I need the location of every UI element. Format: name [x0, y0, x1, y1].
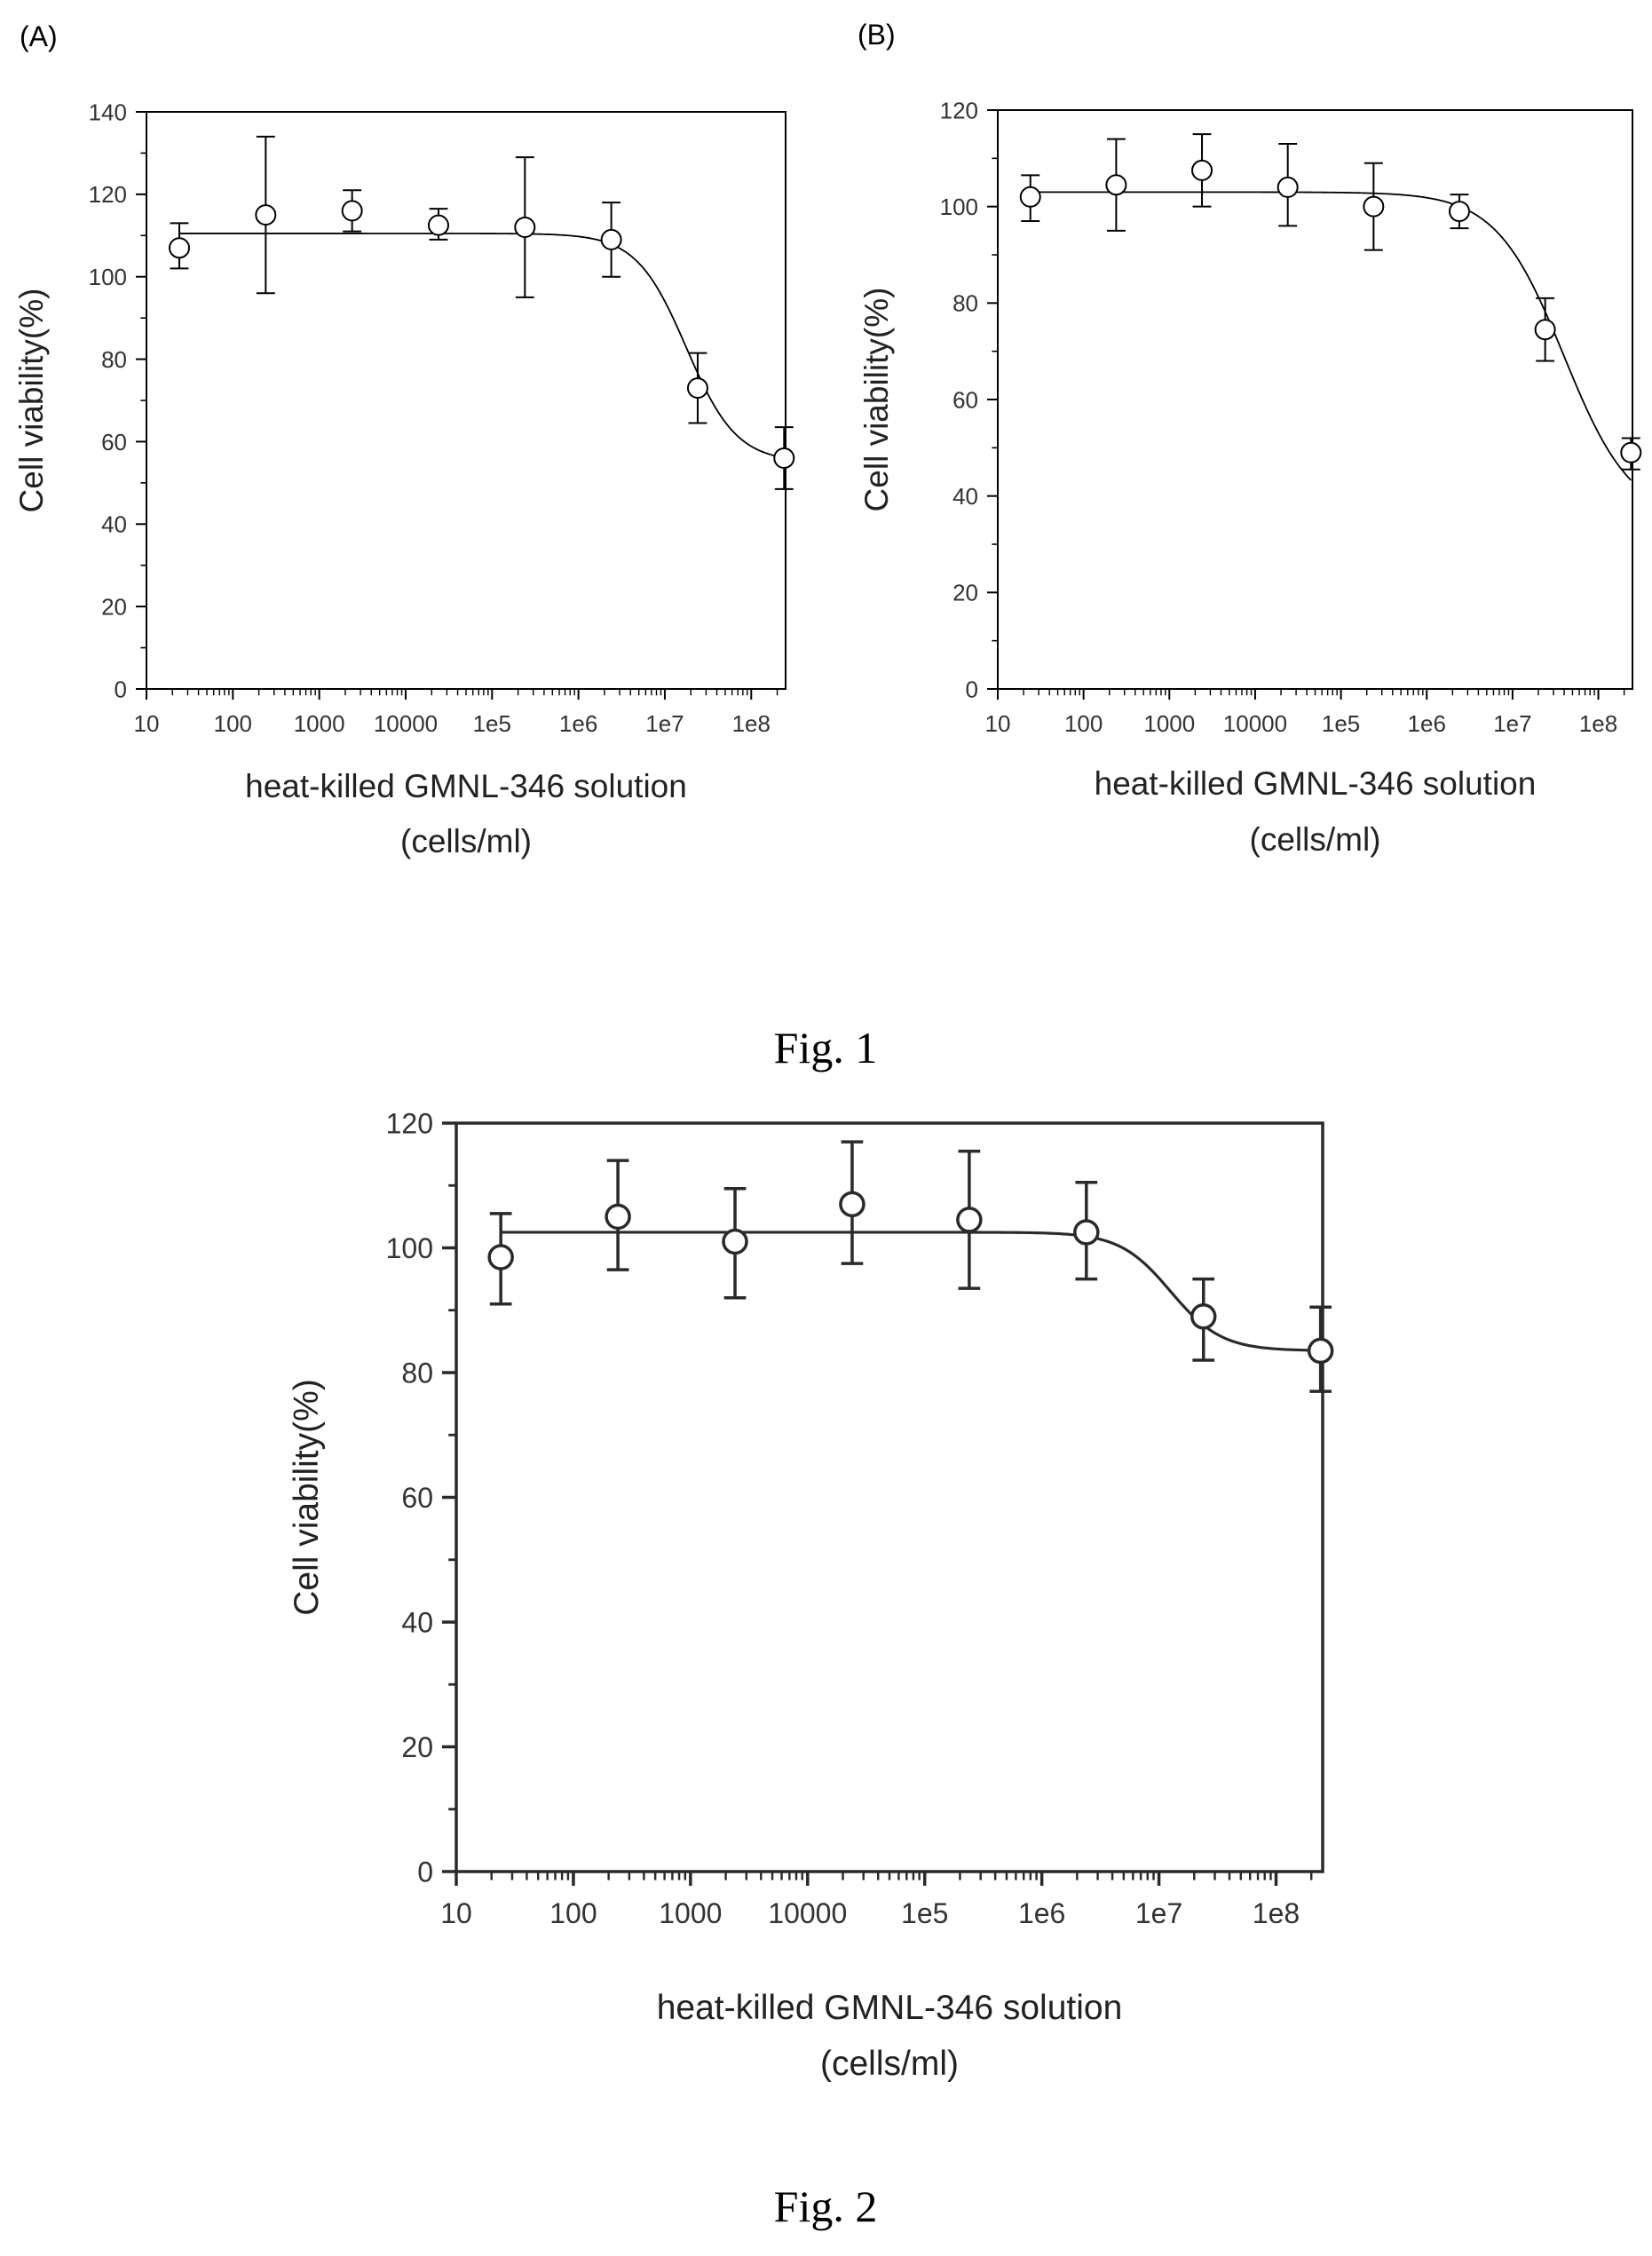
figure-caption-1: Fig. 1 [774, 1023, 878, 1073]
data-point [1105, 174, 1127, 196]
x-axis-label: heat-killed GMNL-346 solution [657, 1989, 1123, 2027]
x-tick-label: 1e8 [1579, 710, 1617, 737]
data-point [1277, 176, 1299, 198]
data-point [514, 217, 536, 238]
data-point [600, 228, 622, 250]
data-point [605, 1203, 631, 1231]
x-axis-label: heat-killed GMNL-346 solution [245, 768, 687, 804]
fit-curve [1030, 191, 1632, 481]
data-point [1534, 319, 1556, 341]
x-axis-label-units: (cells/ml) [400, 823, 532, 859]
y-axis-label: Cell viability(%) [13, 289, 50, 513]
x-tick-label: 1e7 [1135, 1897, 1182, 1929]
y-tick-label: 80 [952, 290, 978, 317]
x-tick-label: 100 [214, 710, 252, 737]
x-axis-label-units: (cells/ml) [820, 2045, 959, 2083]
y-tick-label: 100 [940, 194, 978, 220]
x-tick-label: 10 [985, 710, 1011, 737]
y-axis-label: Cell viability(%) [858, 288, 895, 512]
y-tick-label: 120 [89, 181, 127, 208]
y-tick-label: 100 [386, 1232, 433, 1264]
x-tick-label: 1e8 [1253, 1897, 1300, 1929]
x-tick-label: 1e7 [645, 710, 684, 737]
x-tick-label: 1000 [659, 1897, 722, 1929]
y-tick-label: 120 [386, 1108, 433, 1140]
y-axis-label: Cell viability(%) [288, 1379, 326, 1616]
data-point [1448, 201, 1470, 223]
y-tick-label: 0 [966, 676, 978, 702]
x-tick-label: 100 [549, 1897, 597, 1929]
data-point [722, 1228, 748, 1255]
x-tick-label: 1e5 [901, 1897, 948, 1929]
x-tick-label: 10 [440, 1897, 472, 1929]
fit-curve [179, 233, 785, 459]
plot-frame [997, 109, 1633, 690]
data-point [1073, 1219, 1100, 1246]
x-axis-label: heat-killed GMNL-346 solution [1095, 765, 1537, 802]
y-tick-label: 40 [401, 1607, 433, 1639]
y-tick-label: 0 [417, 1856, 433, 1888]
data-point [1190, 1303, 1217, 1330]
data-point [169, 237, 191, 259]
y-tick-label: 20 [401, 1731, 433, 1763]
y-tick-label: 20 [101, 594, 127, 621]
data-point [1363, 195, 1385, 218]
data-point [341, 200, 363, 222]
x-tick-label: 1000 [294, 710, 345, 737]
data-point [773, 447, 795, 469]
chart-fig2: 0 20 40 60 80 100 120 10 100 1000 10000 1e5 1e6 1e7 1e… [288, 1108, 1334, 2083]
plot-frame [146, 111, 786, 690]
x-tick-label: 1e5 [1322, 710, 1360, 737]
chart-a: (A) 0 20 40 60 80 100 120 140 10 100 1000 10000 1e5 1e… [13, 20, 795, 859]
y-tick-label: 80 [101, 346, 127, 373]
data-point [1307, 1337, 1334, 1365]
data-point [839, 1191, 866, 1218]
data-point [956, 1207, 983, 1233]
y-tick-label: 0 [115, 676, 127, 702]
data-point [1620, 441, 1642, 463]
y-tick-label: 100 [89, 264, 127, 290]
x-tick-label: 1e6 [1408, 710, 1446, 737]
y-tick-label: 80 [401, 1358, 433, 1389]
data-point [1191, 159, 1213, 181]
y-tick-label: 120 [940, 97, 978, 123]
x-tick-label: 1e8 [732, 710, 771, 737]
y-tick-label: 60 [101, 429, 127, 455]
x-axis-label-units: (cells/ml) [1250, 821, 1381, 858]
data-point [1019, 186, 1041, 208]
panel-label: (A) [20, 20, 58, 52]
figure-caption-2: Fig. 2 [774, 2181, 878, 2231]
x-tick-label: 1e7 [1493, 710, 1531, 737]
y-tick-label: 40 [101, 511, 127, 538]
x-tick-label: 10 [134, 710, 160, 737]
plot-frame [454, 1121, 1324, 1873]
y-tick-label: 140 [89, 99, 127, 125]
y-tick-label: 40 [952, 483, 978, 510]
x-tick-label: 10000 [1223, 710, 1287, 737]
x-tick-label: 10000 [374, 710, 438, 737]
y-tick-label: 20 [952, 580, 978, 606]
data-point [487, 1244, 514, 1270]
panel-label: (B) [858, 19, 896, 51]
x-tick-label: 100 [1064, 710, 1103, 737]
x-tick-label: 1000 [1143, 710, 1195, 737]
y-tick-label: 60 [401, 1482, 433, 1514]
x-tick-label: 1e6 [1018, 1897, 1065, 1929]
x-tick-label: 1e6 [559, 710, 597, 737]
y-tick-label: 60 [952, 386, 978, 413]
data-point [427, 214, 449, 236]
fit-curve [501, 1231, 1321, 1352]
data-point [686, 377, 708, 400]
data-point [255, 204, 277, 226]
x-tick-label: 1e5 [473, 710, 511, 737]
chart-b: (B) 0 20 40 60 80 100 120 10 100 1000 10000 1e5 1e6 1e… [858, 19, 1642, 858]
x-tick-label: 10000 [768, 1897, 847, 1929]
